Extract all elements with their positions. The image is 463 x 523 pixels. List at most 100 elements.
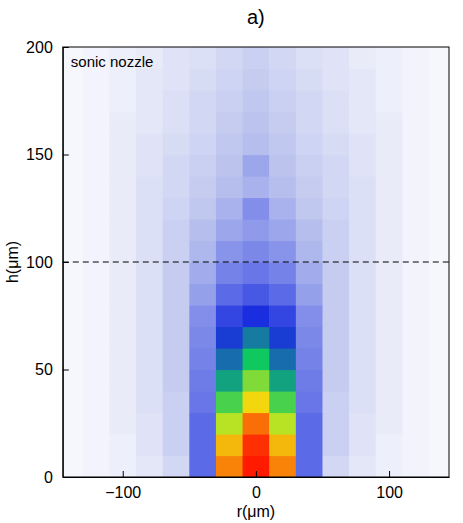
heat-cell: [216, 434, 243, 456]
heat-cell: [189, 370, 216, 392]
heat-cell: [243, 112, 270, 134]
heat-cell: [63, 370, 84, 392]
heat-cell: [136, 69, 163, 91]
x-axis: −1000100: [63, 471, 449, 501]
heat-cell: [402, 47, 429, 69]
heat-cell: [322, 241, 349, 263]
heat-cell: [429, 348, 449, 370]
heat-cell: [136, 284, 163, 306]
tick-mark: [63, 370, 69, 371]
heat-cell: [322, 69, 349, 91]
heat-cell: [136, 176, 163, 198]
heat-cell: [83, 262, 110, 284]
heat-cell: [163, 90, 190, 112]
tick: −100: [105, 471, 141, 501]
heat-cell: [269, 262, 296, 284]
heat-cell: [63, 176, 84, 198]
heat-cell: [109, 262, 136, 284]
heat-cell: [402, 413, 429, 435]
heat-cell: [63, 133, 84, 155]
heat-cell: [163, 176, 190, 198]
heat-cell: [429, 284, 449, 306]
heat-cell: [376, 155, 403, 177]
heat-cell: [296, 155, 323, 177]
heat-cell: [136, 90, 163, 112]
heat-cell: [269, 370, 296, 392]
heat-cell: [243, 241, 270, 263]
heat-cell: [296, 434, 323, 456]
heat-cell: [349, 155, 376, 177]
heat-cell: [216, 370, 243, 392]
heat-cell: [376, 370, 403, 392]
heat-cell: [296, 305, 323, 327]
heat-cell: [376, 69, 403, 91]
heat-cell: [269, 327, 296, 349]
heat-cell: [322, 112, 349, 134]
axis-line: [63, 477, 449, 478]
heat-cell: [163, 198, 190, 220]
heat-cell: [163, 434, 190, 456]
tick-label: 50: [35, 361, 53, 378]
tick: 100: [376, 471, 403, 501]
heat-cell: [163, 133, 190, 155]
heat-cell: [376, 112, 403, 134]
heat-cell: [136, 198, 163, 220]
heat-cell: [376, 284, 403, 306]
heat-cell: [83, 176, 110, 198]
heat-cell: [83, 413, 110, 435]
heat-cell: [163, 241, 190, 263]
heat-cell: [136, 327, 163, 349]
heat-cell: [136, 155, 163, 177]
heat-cell: [63, 348, 84, 370]
heat-cell: [349, 241, 376, 263]
heat-cell: [63, 434, 84, 456]
heat-cell: [83, 69, 110, 91]
heat-cell: [429, 370, 449, 392]
heat-cell: [243, 47, 270, 69]
heat-cell: [216, 262, 243, 284]
heat-cell: [83, 241, 110, 263]
heat-cell: [163, 370, 190, 392]
heat-cell: [163, 305, 190, 327]
heat-cell: [136, 348, 163, 370]
heat-cell: [402, 112, 429, 134]
heat-cell: [402, 90, 429, 112]
heat-cell: [216, 284, 243, 306]
heat-cell: [216, 456, 243, 478]
heat-cell: [189, 69, 216, 91]
heat-cell: [63, 241, 84, 263]
heat-cell: [402, 391, 429, 413]
heat-cell: [109, 241, 136, 263]
heat-cell: [296, 348, 323, 370]
heat-cell: [216, 241, 243, 263]
heat-cell: [322, 305, 349, 327]
heat-cell: [243, 391, 270, 413]
reference-line: [63, 262, 449, 263]
heat-cell: [402, 434, 429, 456]
heat-cell: [136, 219, 163, 241]
heat-cell: [322, 327, 349, 349]
heat-cell: [296, 176, 323, 198]
heat-cell: [429, 434, 449, 456]
heat-cell: [429, 241, 449, 263]
heat-cell: [296, 262, 323, 284]
heat-cell: [429, 69, 449, 91]
tick-mark: [389, 471, 390, 477]
heat-cell: [63, 155, 84, 177]
annotation: sonic nozzle: [71, 53, 154, 70]
heat-cell: [269, 241, 296, 263]
heat-cell: [322, 434, 349, 456]
heat-cell: [429, 90, 449, 112]
heat-cell: [189, 413, 216, 435]
heat-cell: [243, 176, 270, 198]
heat-cell: [402, 176, 429, 198]
heat-cell: [163, 456, 190, 478]
heat-cell: [269, 69, 296, 91]
heat-cell: [296, 90, 323, 112]
tick: 50: [35, 361, 69, 378]
heat-cell: [189, 112, 216, 134]
heat-cell: [429, 391, 449, 413]
heat-cell: [296, 391, 323, 413]
heat-cell: [243, 133, 270, 155]
heat-cell: [402, 241, 429, 263]
